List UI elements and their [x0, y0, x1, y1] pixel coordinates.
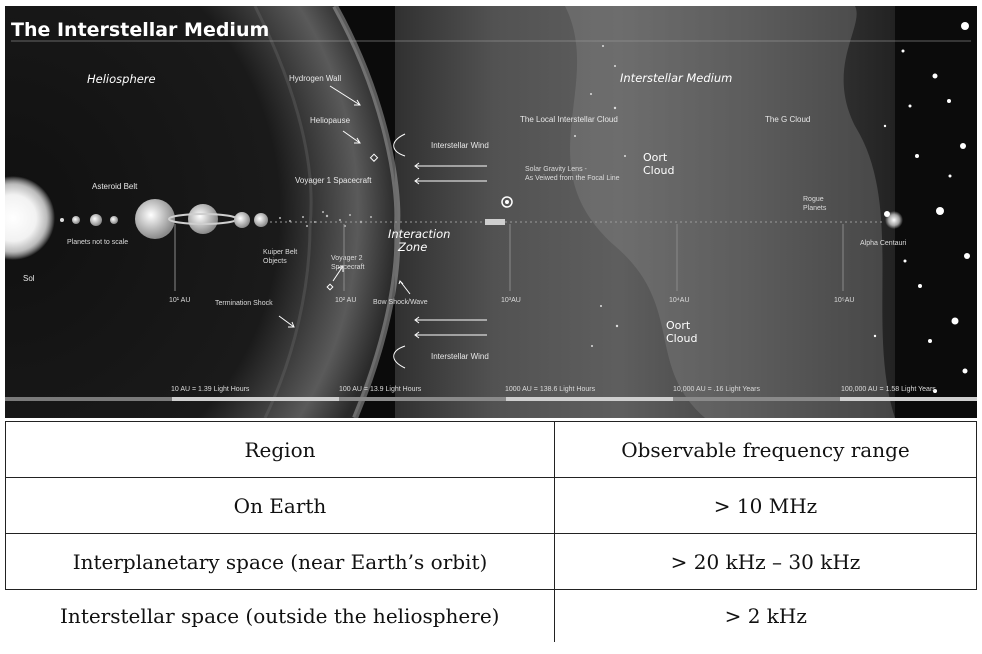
scale-label-1000au: 1000 AU = 138.6 Light Hours — [505, 386, 596, 393]
cloud-stars — [574, 45, 626, 347]
label-kuiper-belt: Kuiper Belt Objects — [263, 249, 299, 265]
sun — [5, 176, 55, 260]
figure-canvas: The Interstellar Medium Sol Planets not … — [5, 6, 977, 418]
label-heliopause: Heliopause — [310, 116, 351, 125]
nebula-band — [395, 6, 895, 418]
scale-label-100au: 100 AU = 13.9 Light Hours — [339, 386, 422, 393]
label-interstellar-medium: Interstellar Medium — [620, 71, 732, 85]
axis-tick-lines — [174, 224, 844, 291]
cell-region: On Earth — [5, 477, 555, 534]
planet-saturn — [188, 204, 218, 234]
kuiper-belt-objects — [279, 211, 372, 227]
oort-top-line1: Oort — [643, 151, 668, 164]
table-row: Interstellar space (outside the heliosph… — [5, 589, 977, 642]
label-voyager1: Voyager 1 Spacecraft — [295, 176, 372, 185]
scale-label-100000au: 100,000 AU = 1.58 Light Years — [841, 386, 936, 393]
planet-mars — [110, 216, 118, 224]
label-voyager2: Voyager 2 Spacecraft — [331, 255, 365, 271]
table-row: Interplanetary space (near Earth’s orbit… — [5, 533, 977, 590]
label-sol: Sol — [23, 274, 35, 283]
scale-seg-2 — [172, 397, 339, 401]
cell-range: > 20 kHz – 30 kHz — [554, 533, 977, 590]
table-header-row: Region Observable frequency range — [5, 421, 977, 478]
label-alpha-centauri: Alpha Centauri — [860, 240, 907, 247]
planet-uranus — [234, 212, 250, 228]
heliopause-boundary — [332, 6, 401, 418]
label-termination-shock: Termination Shock — [215, 300, 273, 307]
label-interstellar-wind-top: Interstellar Wind — [431, 141, 489, 150]
tick-10-4: 10⁴AU — [669, 297, 690, 304]
tick-10-1: 10¹ AU — [169, 297, 190, 304]
scale-seg-3 — [339, 397, 506, 401]
voyager2-marker — [326, 283, 334, 291]
label-oort-cloud-bottom: Oort Cloud — [666, 319, 697, 345]
star-field — [873, 22, 970, 393]
label-interstellar-wind-bottom: Interstellar Wind — [431, 352, 489, 361]
tick-10-5: 10⁵AU — [834, 297, 854, 304]
tick-10-3: 10³AU — [501, 297, 521, 304]
annotation-arrows — [278, 85, 487, 369]
cell-region: Interstellar space (outside the heliosph… — [5, 589, 555, 642]
scale-seg-4 — [506, 397, 673, 401]
interstellar-medium-figure: The Interstellar Medium Sol Planets not … — [5, 6, 977, 418]
label-solar-gravity-lens: Solar Gravity Lens - As Veiwed from the … — [525, 166, 620, 182]
planet-jupiter — [135, 199, 175, 239]
label-planets-not-to-scale: Planets not to scale — [67, 239, 128, 246]
figure-title: The Interstellar Medium — [11, 19, 269, 41]
focal-line-bar — [485, 219, 505, 225]
oort-top-line2: Cloud — [643, 164, 674, 177]
nebula-wisps — [565, 6, 895, 418]
scale-seg-1 — [5, 397, 172, 401]
label-asteroid-belt: Asteroid Belt — [92, 182, 138, 191]
cell-range: > 10 MHz — [554, 477, 977, 534]
planets — [60, 199, 268, 239]
table-row: On Earth > 10 MHz — [5, 477, 977, 534]
label-interaction-zone: Interaction Zone — [388, 227, 454, 254]
cell-range: > 2 kHz — [554, 589, 977, 642]
label-rogue-planets: Rogue Planets — [803, 196, 827, 212]
label-bow-shock: Bow Shock/Wave — [373, 299, 428, 306]
scale-seg-6 — [840, 397, 977, 401]
scale-label-10000au: 10,000 AU = .16 Light Years — [673, 386, 760, 393]
label-oort-cloud-top: Oort Cloud — [643, 151, 674, 177]
tick-10-2: 10² AU — [335, 297, 356, 304]
solar-gravity-lens-marker — [501, 196, 513, 208]
cell-region: Interplanetary space (near Earth’s orbit… — [5, 533, 555, 590]
header-frequency-range: Observable frequency range — [554, 421, 977, 478]
planet-venus — [72, 216, 80, 224]
label-g-cloud: The G Cloud — [765, 115, 810, 124]
label-hydrogen-wall: Hydrogen Wall — [289, 74, 341, 83]
planet-neptune — [254, 213, 268, 227]
voyager1-marker — [369, 153, 379, 162]
label-local-cloud: The Local Interstellar Cloud — [520, 115, 618, 124]
label-heliosphere: Heliosphere — [87, 72, 156, 86]
termination-shock-boundary — [253, 6, 313, 418]
header-region: Region — [5, 421, 555, 478]
scale-seg-5 — [673, 397, 840, 401]
scale-label-10au: 10 AU = 1.39 Light Hours — [171, 386, 250, 393]
planet-earth — [90, 214, 102, 226]
planet-mercury — [60, 218, 64, 222]
frequency-range-table: Region Observable frequency range On Ear… — [5, 421, 977, 642]
